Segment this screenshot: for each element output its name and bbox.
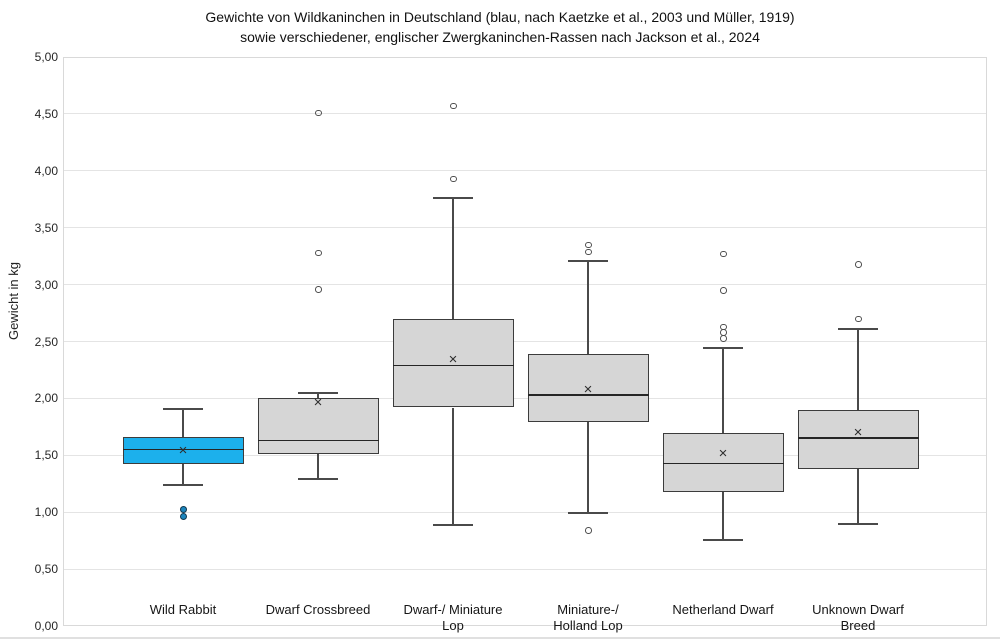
median-netherland-dwarf [662,462,784,465]
x-axis-label-line: Miniature-/ [557,602,619,617]
whisker-lower-miniature-holland-lop [587,422,589,514]
y-tick-label: 3,50 [34,220,58,235]
median-dwarf-crossbreed [257,439,379,442]
outlier-dwarf-crossbreed [315,109,322,117]
outlier-netherland-dwarf [720,287,727,294]
chart-bottom-border [0,637,1000,639]
outlier-dwarf-crossbreed [315,286,322,293]
x-axis-label-line: Dwarf Crossbreed [265,602,371,617]
whisker-lower-netherland-dwarf [722,491,724,540]
gridline-2,00 [64,397,986,399]
gridline-4,50 [64,113,986,115]
box-dwarf-miniature-lop [392,318,514,408]
whisker-cap-top-dwarf-miniature-lop [433,197,473,200]
x-axis-label-unknown-dwarf-breed: Unknown Dwarf Breed [783,602,933,634]
x-axis-label-line: Holland Lop [553,618,623,633]
gridline-0,50 [64,568,986,570]
outlier-miniature-holland-lop [585,241,592,249]
box-unknown-dwarf-breed [797,409,919,469]
outlier-miniature-holland-lop [585,248,592,256]
box-wild-rabbit [122,437,244,465]
whisker-lower-wild-rabbit [182,464,184,485]
whisker-upper-netherland-dwarf [722,348,724,433]
x-axis-label-line: Unknown Dwarf [812,602,904,617]
median-miniature-holland-lop [527,394,649,396]
whisker-cap-top-unknown-dwarf-breed [838,327,878,330]
x-axis-label-line: Lop [442,618,464,633]
whisker-cap-top-dwarf-crossbreed [298,391,338,394]
mean-marker-dwarf-miniature-lop: × [448,350,458,368]
x-axis-label-line: Breed [840,618,876,633]
whisker-upper-dwarf-miniature-lop [452,198,454,319]
whisker-lower-dwarf-miniature-lop [452,407,454,525]
box-miniature-holland-lop [527,354,649,423]
outlier-dwarf-miniature-lop [450,102,457,110]
gridline-4,00 [64,170,986,172]
outlier-netherland-dwarf [720,250,727,258]
chart-title-line2: sowie verschiedener, englischer Zwergkan… [240,29,760,45]
y-tick-label: 4,00 [34,163,58,178]
x-axis-label-netherland-dwarf: Netherland Dwarf [648,602,798,618]
y-tick-label: 5,00 [34,50,58,64]
whisker-upper-dwarf-crossbreed [317,392,319,399]
whisker-cap-bottom-wild-rabbit [163,483,203,486]
y-tick-label: 2,50 [34,334,58,349]
outlier-unknown-dwarf-breed [855,261,862,268]
gridline-1,00 [64,511,986,513]
y-tick-label: 1,00 [34,505,58,520]
gridline-2,50 [64,341,986,342]
x-axis-label-line: Dwarf-/ Miniature [403,602,503,617]
mean-marker-miniature-holland-lop: × [583,381,593,399]
box-dwarf-crossbreed [257,398,379,455]
outlier-wild-rabbit [180,505,187,513]
x-axis-label-line: Netherland Dwarf [672,602,774,617]
whisker-cap-top-miniature-holland-lop [568,259,608,262]
gridline-1,50 [64,454,986,456]
whisker-cap-bottom-miniature-holland-lop [568,512,608,515]
median-unknown-dwarf-breed [797,437,919,439]
mean-marker-wild-rabbit: × [178,441,188,459]
y-tick-label: 0,00 [34,619,58,633]
whisker-cap-bottom-unknown-dwarf-breed [838,522,878,525]
whisker-upper-unknown-dwarf-breed [857,328,859,410]
y-tick-label: 1,50 [34,448,58,463]
box-netherland-dwarf [662,432,784,492]
mean-marker-dwarf-crossbreed: × [313,393,323,411]
y-tick-label: 0,50 [34,562,58,577]
whisker-cap-top-wild-rabbit [163,407,203,410]
whisker-lower-dwarf-crossbreed [317,454,319,480]
outlier-miniature-holland-lop [585,527,592,534]
whisker-upper-wild-rabbit [182,408,184,438]
whisker-cap-bottom-dwarf-miniature-lop [433,523,473,526]
whisker-upper-miniature-holland-lop [587,260,589,354]
outlier-dwarf-miniature-lop [450,175,457,183]
gridline-3,00 [64,284,986,286]
outlier-unknown-dwarf-breed [855,315,862,323]
x-axis-label-miniature-holland-lop: Miniature-/Holland Lop [513,602,663,634]
whisker-cap-bottom-netherland-dwarf [703,538,743,541]
y-tick-label: 4,50 [34,106,58,121]
y-tick-label: 3,00 [34,277,58,292]
chart-title: Gewichte von Wildkaninchen in Deutschlan… [0,7,1000,47]
x-axis-label-wild-rabbit: Wild Rabbit [108,602,258,618]
x-axis-label-line: Wild Rabbit [149,602,217,617]
whisker-cap-bottom-dwarf-crossbreed [298,478,338,481]
outlier-netherland-dwarf [720,335,727,342]
whisker-lower-unknown-dwarf-breed [857,468,859,524]
median-wild-rabbit [122,448,244,451]
median-dwarf-miniature-lop [392,364,514,367]
x-axis-label-dwarf-crossbreed: Dwarf Crossbreed [243,602,393,618]
outlier-dwarf-crossbreed [315,249,322,257]
whisker-cap-top-netherland-dwarf [703,347,743,350]
y-tick-label: 2,00 [34,391,58,406]
mean-marker-unknown-dwarf-breed: × [853,423,863,441]
chart-title-line1: Gewichte von Wildkaninchen in Deutschlan… [205,9,795,25]
mean-marker-netherland-dwarf: × [718,445,728,463]
outlier-wild-rabbit [180,512,187,520]
x-axis-label-dwarf-miniature-lop: Dwarf-/ Miniature Lop [378,602,528,634]
gridline-3,50 [64,227,986,229]
